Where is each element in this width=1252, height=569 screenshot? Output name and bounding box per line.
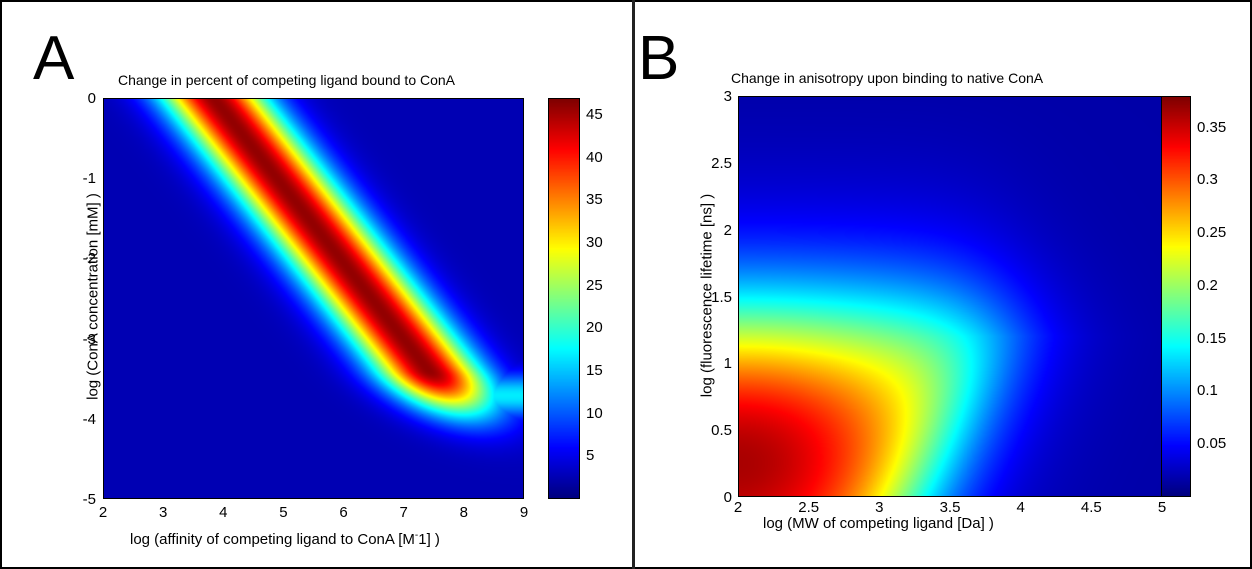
panel-a-letter: A <box>33 24 75 93</box>
y-tick-label: 1 <box>723 355 732 373</box>
panel-a-title: Change in percent of competing ligand bo… <box>118 72 456 88</box>
colorbar-tick-label: 0.35 <box>1197 118 1227 136</box>
colorbar-tick-label: 5 <box>586 447 595 465</box>
colorbar-tick-label: 45 <box>586 106 603 124</box>
panel-b-colorbar <box>1161 96 1191 497</box>
colorbar-tick-label: 0.05 <box>1197 435 1227 453</box>
panel-a-colorbar <box>548 98 580 499</box>
x-tick-label: 3.5 <box>939 499 961 516</box>
x-tick-label: 2 <box>733 499 743 516</box>
y-tick-label: 0.5 <box>711 422 732 440</box>
colorbar-tick-label: 0.1 <box>1197 382 1218 400</box>
colorbar-tick-label: 0.3 <box>1197 171 1218 189</box>
x-tick-label: 2.5 <box>798 499 820 516</box>
panel-b-letter: B <box>638 24 680 93</box>
panel-b-xlabel: log (MW of competing ligand [Da] ) <box>763 515 994 532</box>
x-tick-label: 9 <box>519 504 529 521</box>
colorbar-tick-label: 15 <box>586 362 603 380</box>
y-tick-label: 2.5 <box>711 154 732 172</box>
x-tick-label: 8 <box>459 504 469 521</box>
colorbar-tick-label: 35 <box>586 191 603 209</box>
x-tick-label: 3 <box>875 499 884 516</box>
colorbar-tick-label: 0.25 <box>1197 224 1227 242</box>
x-tick-label: 2 <box>98 504 108 521</box>
x-tick-label: 4 <box>219 504 228 521</box>
colorbar-tick-label: 0.2 <box>1197 276 1218 294</box>
y-tick-label: 3 <box>723 88 732 105</box>
x-tick-label: 4 <box>1016 499 1025 516</box>
x-tick-label: 5 <box>279 504 288 521</box>
panel-divider <box>632 0 635 569</box>
colorbar-tick-label: 25 <box>586 276 603 294</box>
panel-b-ylabel: log (fluorescence lifetime [ns] ) <box>698 193 716 398</box>
colorbar-tick-label: 0.15 <box>1197 329 1227 347</box>
y-tick-label: -2 <box>82 250 96 268</box>
panel-a-xlabel: log (affinity of competing ligand to Con… <box>130 530 440 548</box>
y-tick-label: 2 <box>723 221 732 239</box>
y-tick-label: 1.5 <box>711 288 732 306</box>
y-tick-label: 0 <box>87 90 96 107</box>
panel-b-title: Change in anisotropy upon binding to nat… <box>731 70 1044 86</box>
x-tick-label: 3 <box>158 504 168 521</box>
panel-a-ylabel: log (ConA concentration [mM] ) <box>84 193 102 400</box>
panel-a-heatmap <box>103 98 524 499</box>
colorbar-tick-label: 40 <box>586 148 603 166</box>
y-tick-label: -3 <box>82 330 96 348</box>
colorbar-tick-label: 10 <box>586 404 603 422</box>
y-tick-label: -5 <box>82 491 96 508</box>
colorbar-tick-label: 30 <box>586 234 603 252</box>
x-tick-label: 5 <box>1157 499 1167 516</box>
y-tick-label: -4 <box>82 410 96 428</box>
y-tick-label: 0 <box>723 489 732 506</box>
y-tick-label: -1 <box>82 170 96 188</box>
x-tick-label: 6 <box>339 504 348 521</box>
x-tick-label: 4.5 <box>1080 499 1102 516</box>
panel-b-heatmap <box>738 96 1162 497</box>
x-tick-label: 7 <box>399 504 408 521</box>
colorbar-tick-label: 20 <box>586 319 603 337</box>
